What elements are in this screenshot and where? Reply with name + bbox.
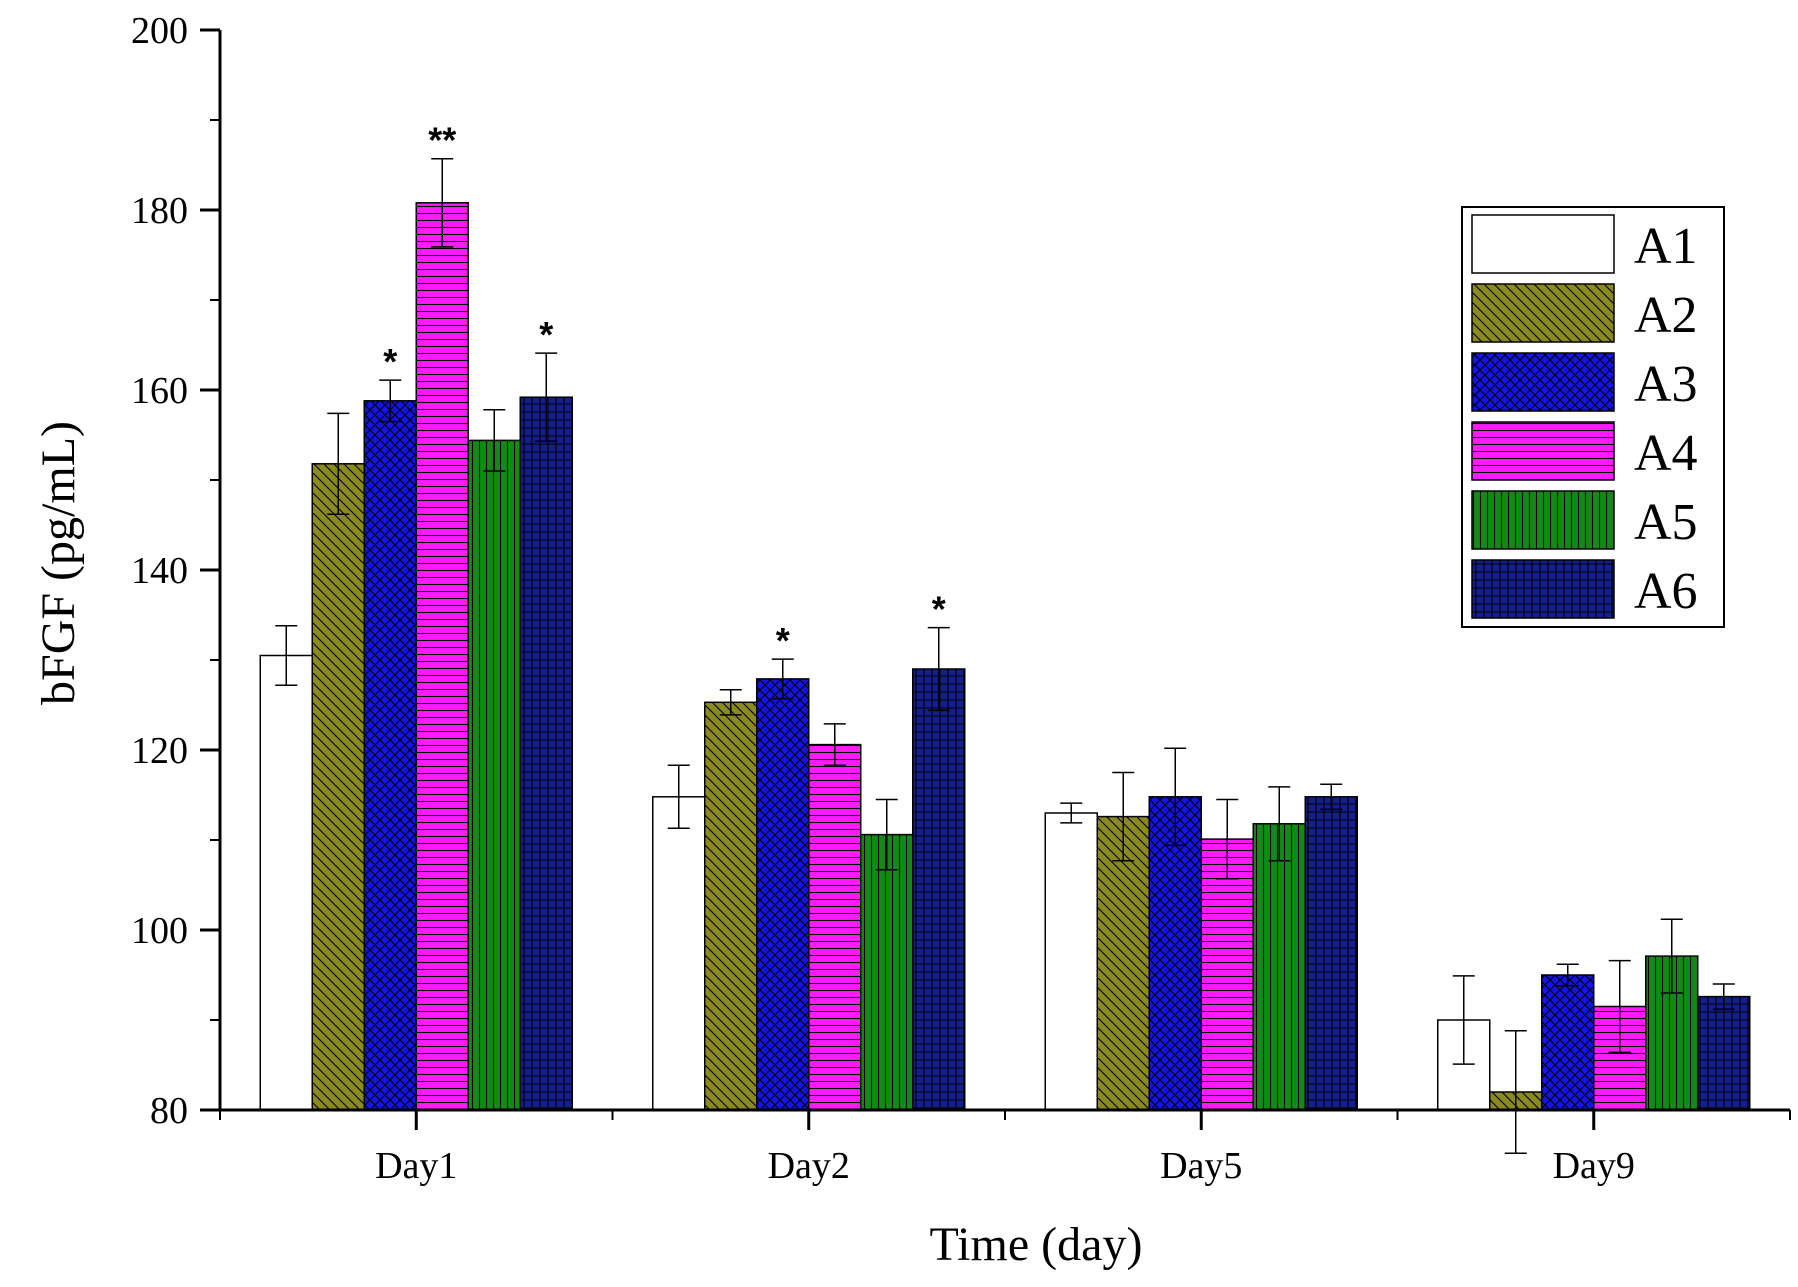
y-axis-title: bFGF (pg/mL) — [32, 421, 85, 705]
significance-marker: * — [932, 589, 946, 630]
x-tick-label-day1: Day1 — [375, 1145, 457, 1187]
legend-label-a5: A5 — [1634, 494, 1698, 551]
error-bar-a2-day1 — [327, 412, 350, 515]
bars-layer: ****** — [259, 120, 1751, 1154]
bar-a3-day9 — [1541, 974, 1595, 1111]
y-tick-label: 180 — [131, 190, 188, 232]
x-axis-title: Time (day) — [930, 1218, 1143, 1271]
bar-a4-day5 — [1200, 838, 1254, 1111]
legend-label-a4: A4 — [1634, 425, 1698, 482]
bar-a3-day5 — [1148, 796, 1202, 1111]
legend-swatch-a2 — [1471, 283, 1615, 343]
y-tick-label: 100 — [131, 910, 188, 952]
bar-a2-day2 — [704, 701, 758, 1111]
error-bar-a4-day5 — [1216, 798, 1239, 880]
error-bar-a2-day2 — [719, 688, 742, 716]
legend: A1 A2 A3 A4 A5 A6 — [1461, 206, 1725, 628]
legend-swatch-a3 — [1471, 352, 1615, 412]
error-bar-a1-day2 — [667, 764, 690, 830]
legend-label-a6: A6 — [1634, 563, 1698, 620]
error-bar-a4-day1 — [431, 157, 454, 248]
error-bar-a6-day1 — [535, 352, 558, 443]
error-bar-a5-day1 — [483, 409, 506, 472]
x-tick-label-day5: Day5 — [1160, 1145, 1242, 1187]
bar-a6-day9 — [1697, 995, 1751, 1111]
error-bar-a1-day9 — [1452, 975, 1475, 1065]
bar-a4-day2 — [808, 743, 862, 1111]
error-bar-a4-day2 — [823, 723, 846, 767]
error-bar-a1-day1 — [275, 625, 298, 686]
y-tick-label: 140 — [131, 550, 188, 592]
bar-a5-day1 — [467, 439, 521, 1111]
error-bar-a5-day2 — [875, 798, 898, 871]
y-tick-label: 160 — [131, 370, 188, 412]
bar-a5-day2 — [860, 833, 914, 1111]
legend-label-a1: A1 — [1634, 218, 1698, 275]
y-tick-label: 120 — [131, 730, 188, 772]
legend-swatch-a1 — [1471, 214, 1615, 274]
bar-a6-day5 — [1304, 796, 1358, 1111]
bar-a1-day1 — [259, 654, 313, 1111]
error-bar-a6-day9 — [1712, 983, 1735, 1010]
error-bar-a2-day5 — [1112, 771, 1135, 862]
bar-a4-day1 — [415, 202, 469, 1111]
legend-swatch-a5 — [1471, 490, 1615, 550]
legend-label-a3: A3 — [1634, 356, 1698, 413]
significance-marker: * — [776, 620, 790, 661]
error-bar-a6-day2 — [927, 626, 950, 712]
legend-swatch-a6 — [1471, 559, 1615, 619]
error-bar-a3-day9 — [1556, 963, 1579, 987]
bar-a1-day2 — [652, 796, 706, 1111]
error-bar-a2-day9 — [1504, 1030, 1527, 1154]
bar-a3-day1 — [363, 400, 417, 1111]
error-bar-a5-day9 — [1660, 918, 1683, 994]
error-bar-a1-day5 — [1060, 802, 1083, 824]
axes-layer: 80 100 120 140 160 180 200 Day1 Day2 Day5 Day9 — [131, 10, 1791, 1187]
error-bar-a4-day9 — [1608, 959, 1631, 1054]
error-bar-a3-day2 — [771, 658, 794, 700]
y-tick-label: 200 — [131, 10, 188, 52]
bar-a4-day9 — [1593, 1005, 1647, 1111]
significance-marker: ** — [428, 120, 456, 161]
error-bar-a6-day5 — [1320, 783, 1343, 811]
bar-a3-day2 — [756, 678, 810, 1111]
significance-marker: * — [539, 314, 553, 355]
error-bar-a3-day1 — [379, 379, 402, 423]
error-bar-a3-day5 — [1164, 747, 1187, 847]
significance-marker: * — [383, 341, 397, 382]
x-tick-label-day9: Day9 — [1553, 1145, 1635, 1187]
legend-frame — [1461, 206, 1725, 628]
bar-a6-day2 — [912, 668, 966, 1111]
bar-a6-day1 — [519, 396, 573, 1111]
error-bar-a5-day5 — [1268, 786, 1291, 862]
x-tick-label-day2: Day2 — [768, 1145, 850, 1187]
bar-a2-day1 — [311, 463, 365, 1111]
legend-swatch-a4 — [1471, 421, 1615, 481]
bar-a1-day5 — [1044, 812, 1098, 1111]
legend-label-a2: A2 — [1634, 287, 1698, 344]
bar-a5-day5 — [1252, 823, 1306, 1111]
y-tick-label: 80 — [150, 1090, 188, 1132]
